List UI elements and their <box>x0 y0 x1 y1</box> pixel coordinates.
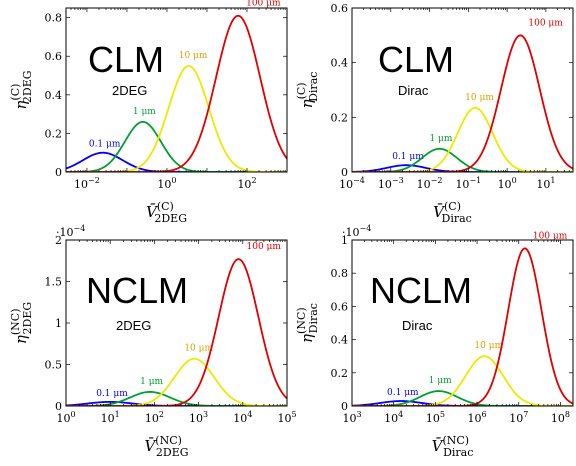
y-axis-label: η(C)2DEG <box>9 70 34 109</box>
x-tick-label: 104 <box>233 410 252 425</box>
y-tick-label: 2 <box>55 234 62 247</box>
y-tick-label: 0.4 <box>45 89 63 102</box>
x-tick-label: 105 <box>426 410 445 425</box>
chart-panel-1: 0.1 μm 1 μm 10 μm 100 μm 10−2 100 102 0 0.2 0.4 0.… <box>9 0 288 225</box>
x-tick-label: 103 <box>189 410 208 425</box>
y-tick-label: 0 <box>341 400 348 413</box>
y-tick-label: 0.8 <box>331 267 349 280</box>
panel-subtitle: 2DEG <box>112 83 147 98</box>
chart-panel-4: 0.1 μm 1 μm 10 μm 100 μm 103 104 105 106 107 108 0… <box>295 224 574 459</box>
y-tick-label: 0.4 <box>331 57 349 70</box>
y-axis-label-group: η(C)Dirac <box>295 72 320 109</box>
series-line-1um <box>352 390 573 406</box>
x-tick-label: 106 <box>468 410 487 425</box>
y-tick-label: 0 <box>55 400 62 413</box>
plot-frame <box>65 7 288 173</box>
series-label-100um: 100 μm <box>528 18 563 28</box>
y-tick-label: 0.5 <box>45 359 63 372</box>
y-tick-label: 0.6 <box>331 2 349 15</box>
x-tick-label: 100 <box>56 410 75 425</box>
series-label-0.1um: 0.1 μm <box>96 389 128 399</box>
panel-title: NCLM <box>86 270 188 311</box>
y-axis-label: η(NC)Dirac <box>295 303 320 343</box>
x-tick-label: 104 <box>384 410 403 425</box>
series-label-1um: 1 μm <box>133 107 156 117</box>
x-tick-label: 10−2 <box>74 176 100 191</box>
x-tick-label: 10−1 <box>455 176 481 191</box>
series-label-1um: 1 μm <box>429 376 452 386</box>
series-line-10um <box>352 355 573 406</box>
panel-title: CLM <box>88 39 164 80</box>
y-tick-label: 0.6 <box>45 50 63 63</box>
x-tick-label: 10−2 <box>417 176 443 191</box>
y-tick-label: 0.8 <box>45 12 63 25</box>
series-line-100um <box>66 258 287 406</box>
series-label-100um: 100 μm <box>246 0 281 9</box>
series-line-100um <box>66 14 287 172</box>
y-tick-label: 0.6 <box>331 300 349 313</box>
series-label-10um: 10 μm <box>184 344 213 354</box>
panel-subtitle: Dirac <box>398 83 429 98</box>
y-tick-label: 0.4 <box>331 334 349 347</box>
x-tick-label: 10−4 <box>339 176 365 191</box>
y-tick-label: 1 <box>55 317 62 330</box>
series-label-10um: 10 μm <box>474 341 503 351</box>
x-tick-label: 10−3 <box>378 176 404 191</box>
y-tick-label: 0.2 <box>331 367 349 380</box>
x-tick-label: 107 <box>509 410 528 425</box>
x-tick-label: 101 <box>101 410 120 425</box>
y-multiplier: ·10−4 <box>56 224 85 239</box>
y-axis-label: η(NC)2DEG <box>9 302 34 344</box>
panel-subtitle: Dirac <box>402 318 433 333</box>
x-tick-label: 103 <box>342 410 361 425</box>
plot-frame <box>65 239 288 407</box>
y-tick-label: 0.2 <box>45 127 63 140</box>
y-tick-label: 1 <box>341 234 348 247</box>
plot-frame <box>351 239 574 407</box>
series-label-0.1um: 0.1 μm <box>392 152 424 162</box>
x-tick-label: 100 <box>157 176 176 191</box>
y-tick-label: 0.2 <box>331 111 349 124</box>
series-label-1um: 1 μm <box>429 134 452 144</box>
y-axis-label-group: η(C)2DEG <box>9 70 34 109</box>
panel-title: NCLM <box>370 270 472 311</box>
y-axis-label-group: η(NC)Dirac <box>295 303 320 343</box>
panel-subtitle: 2DEG <box>116 318 151 333</box>
series-label-0.1um: 0.1 μm <box>89 140 121 150</box>
x-axis-label: V̄(NC) 2DEG <box>144 434 188 459</box>
chart-panel-2: 0.1 μm 1 μm 10 μm 100 μm 10−4 10−3 10−2 10−1 100… <box>295 2 574 225</box>
series-label-10um: 10 μm <box>465 93 494 103</box>
series-label-0.1um: 0.1 μm <box>387 388 419 398</box>
series-line-10um <box>66 64 287 172</box>
x-tick-label: 108 <box>551 410 570 425</box>
series-label-1um: 1 μm <box>140 377 163 387</box>
series-line-1um <box>66 120 287 172</box>
y-tick-label: 0 <box>341 166 348 179</box>
series-label-100um: 100 μm <box>247 242 282 252</box>
series-label-10um: 10 μm <box>179 51 208 61</box>
x-axis-label: V̄(C) 2DEG <box>146 200 187 225</box>
series-line-10um <box>66 357 287 406</box>
x-tick-label: 101 <box>536 176 555 191</box>
y-axis-label: η(C)Dirac <box>295 72 320 109</box>
series-label-100um: 100 μm <box>533 231 568 241</box>
x-tick-label: 102 <box>237 176 256 191</box>
y-tick-label: 0 <box>55 166 62 179</box>
x-axis-label: V̄(NC) Dirac <box>432 434 474 459</box>
y-tick-label: 1.5 <box>45 276 63 289</box>
panel-title: CLM <box>378 39 454 80</box>
x-tick-label: 100 <box>498 176 517 191</box>
x-tick-label: 105 <box>277 410 296 425</box>
x-axis-label: V̄(C) Dirac <box>433 200 472 225</box>
y-axis-label-group: η(NC)2DEG <box>9 302 34 344</box>
y-multiplier: ·10−4 <box>342 224 371 239</box>
x-tick-label: 102 <box>145 410 164 425</box>
